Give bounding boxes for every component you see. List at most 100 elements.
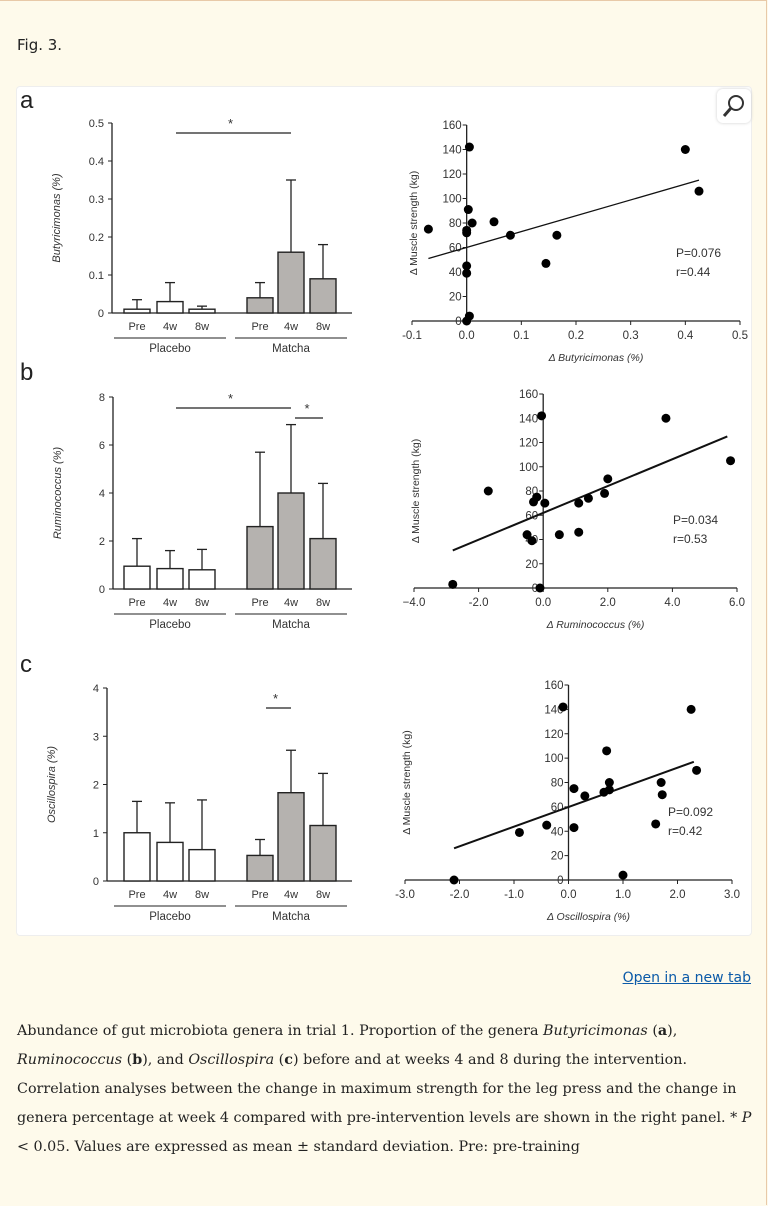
- data-point: [558, 702, 568, 712]
- y-tick-label: 80: [449, 218, 462, 230]
- y-tick-label: 2: [99, 536, 105, 548]
- data-point: [463, 205, 473, 215]
- caption-segment: ) before and at weeks 4 and 8 during the…: [17, 1052, 742, 1126]
- y-tick-label: 160: [519, 389, 538, 401]
- x-tick-label: 4w: [284, 321, 298, 333]
- bar-placebo-4w: [156, 841, 184, 882]
- bar-placebo-4w: [156, 567, 184, 590]
- x-tick-label: Pre: [251, 889, 268, 901]
- x-axis-label: Δ Oscillospira (%): [546, 911, 630, 923]
- regression-line: [428, 179, 700, 260]
- bar-matcha-8w: [309, 824, 337, 882]
- x-tick-label: 4w: [163, 321, 177, 333]
- y-tick-label: 120: [519, 438, 538, 450]
- x-tick-label: 1.0: [615, 889, 631, 901]
- y-tick-label: 0: [455, 316, 461, 328]
- x-tick-label: Pre: [251, 597, 268, 609]
- y-axis-label: Δ Muscle strength (kg): [410, 439, 422, 543]
- y-tick-label: 8: [99, 392, 105, 404]
- x-tick-label: 4.0: [664, 597, 680, 609]
- data-point: [514, 827, 524, 837]
- x-tick-label: -1.0: [504, 889, 524, 901]
- x-tick-label: Pre: [251, 321, 268, 333]
- x-tick-label: -0.1: [402, 330, 422, 342]
- stat-annotation: r=0.42: [668, 824, 703, 838]
- x-tick-label: 0.5: [732, 330, 748, 342]
- group-label: Placebo: [149, 343, 191, 355]
- y-tick-label: 160: [544, 680, 563, 692]
- caption-segment: < 0.05. Values are expressed as mean ± s…: [17, 1139, 580, 1155]
- x-tick-label: 2.0: [600, 597, 616, 609]
- x-tick-label: -2.0: [469, 597, 489, 609]
- x-tick-label: 0.0: [561, 889, 577, 901]
- data-point: [694, 186, 704, 196]
- figure-panel[interactable]: [17, 87, 751, 935]
- bar-matcha-8w: [309, 537, 337, 590]
- y-tick-label: 0.2: [89, 232, 104, 244]
- bar-matcha-Pre: [246, 297, 274, 314]
- data-point: [505, 230, 515, 240]
- y-tick-label: 80: [551, 778, 564, 790]
- y-tick-label: 4: [99, 488, 105, 500]
- y-tick-label: 4: [93, 683, 99, 695]
- y-tick-label: 0.1: [89, 270, 104, 282]
- x-tick-label: 0.1: [513, 330, 529, 342]
- data-point: [692, 765, 702, 775]
- caption-segment: Butyricimonas: [543, 1023, 648, 1039]
- data-point: [542, 820, 552, 830]
- y-axis-label: Oscillospira (%): [46, 746, 58, 823]
- data-point: [603, 474, 613, 484]
- data-point: [657, 790, 667, 800]
- x-tick-label: 0.4: [677, 330, 694, 342]
- stat-annotation: r=0.44: [676, 265, 711, 279]
- x-tick-label: 4w: [163, 889, 177, 901]
- x-tick-label: 0.2: [568, 330, 584, 342]
- panel-letter: b: [20, 359, 33, 386]
- caption-segment: (: [274, 1052, 285, 1068]
- y-tick-label: 0.3: [89, 194, 104, 206]
- data-point: [552, 230, 562, 240]
- data-point: [583, 493, 593, 503]
- x-tick-label: -3.0: [395, 889, 415, 901]
- data-point: [449, 875, 459, 885]
- data-point: [618, 870, 628, 880]
- stat-annotation: P=0.034: [673, 513, 718, 527]
- magnifier-zoom-button[interactable]: [717, 89, 751, 123]
- open-in-new-tab-link[interactable]: Open in a new tab: [622, 970, 751, 986]
- bar-matcha-Pre: [246, 854, 274, 882]
- x-tick-label: Pre: [128, 889, 145, 901]
- group-label: Matcha: [272, 343, 310, 355]
- caption-segment: ), and: [142, 1052, 189, 1068]
- x-tick-label: 4w: [284, 597, 298, 609]
- data-point: [686, 704, 696, 714]
- x-tick-label: Pre: [128, 597, 145, 609]
- bar-placebo-8w: [188, 308, 216, 314]
- data-point: [535, 583, 545, 593]
- group-label: Placebo: [149, 619, 191, 631]
- x-tick-label: 8w: [316, 321, 330, 333]
- caption-segment: P: [741, 1110, 752, 1126]
- x-tick-label: 6.0: [729, 597, 745, 609]
- x-axis-label: Δ Ruminococcus (%): [546, 619, 645, 631]
- x-tick-label: 4w: [163, 597, 177, 609]
- bar-matcha-Pre: [246, 525, 274, 590]
- bar-matcha-8w: [309, 278, 337, 314]
- data-point: [602, 746, 612, 756]
- data-point: [651, 819, 661, 829]
- y-tick-label: 40: [551, 826, 564, 838]
- data-point: [604, 785, 614, 795]
- y-tick-label: 0.5: [89, 118, 104, 130]
- y-tick-label: 0: [98, 308, 104, 320]
- data-point: [537, 411, 547, 421]
- regression-line: [452, 435, 728, 552]
- magnifier-zoom-icon: [722, 95, 744, 117]
- data-point: [540, 498, 550, 508]
- significance-star: *: [304, 401, 309, 416]
- figure-caption: Abundance of gut microbiota genera in tr…: [17, 1017, 752, 1162]
- x-tick-label: −4.0: [403, 597, 426, 609]
- data-point: [726, 456, 736, 466]
- data-point: [462, 225, 472, 235]
- caption-segment: Abundance of gut microbiota genera in tr…: [17, 1023, 544, 1039]
- data-point: [541, 258, 551, 268]
